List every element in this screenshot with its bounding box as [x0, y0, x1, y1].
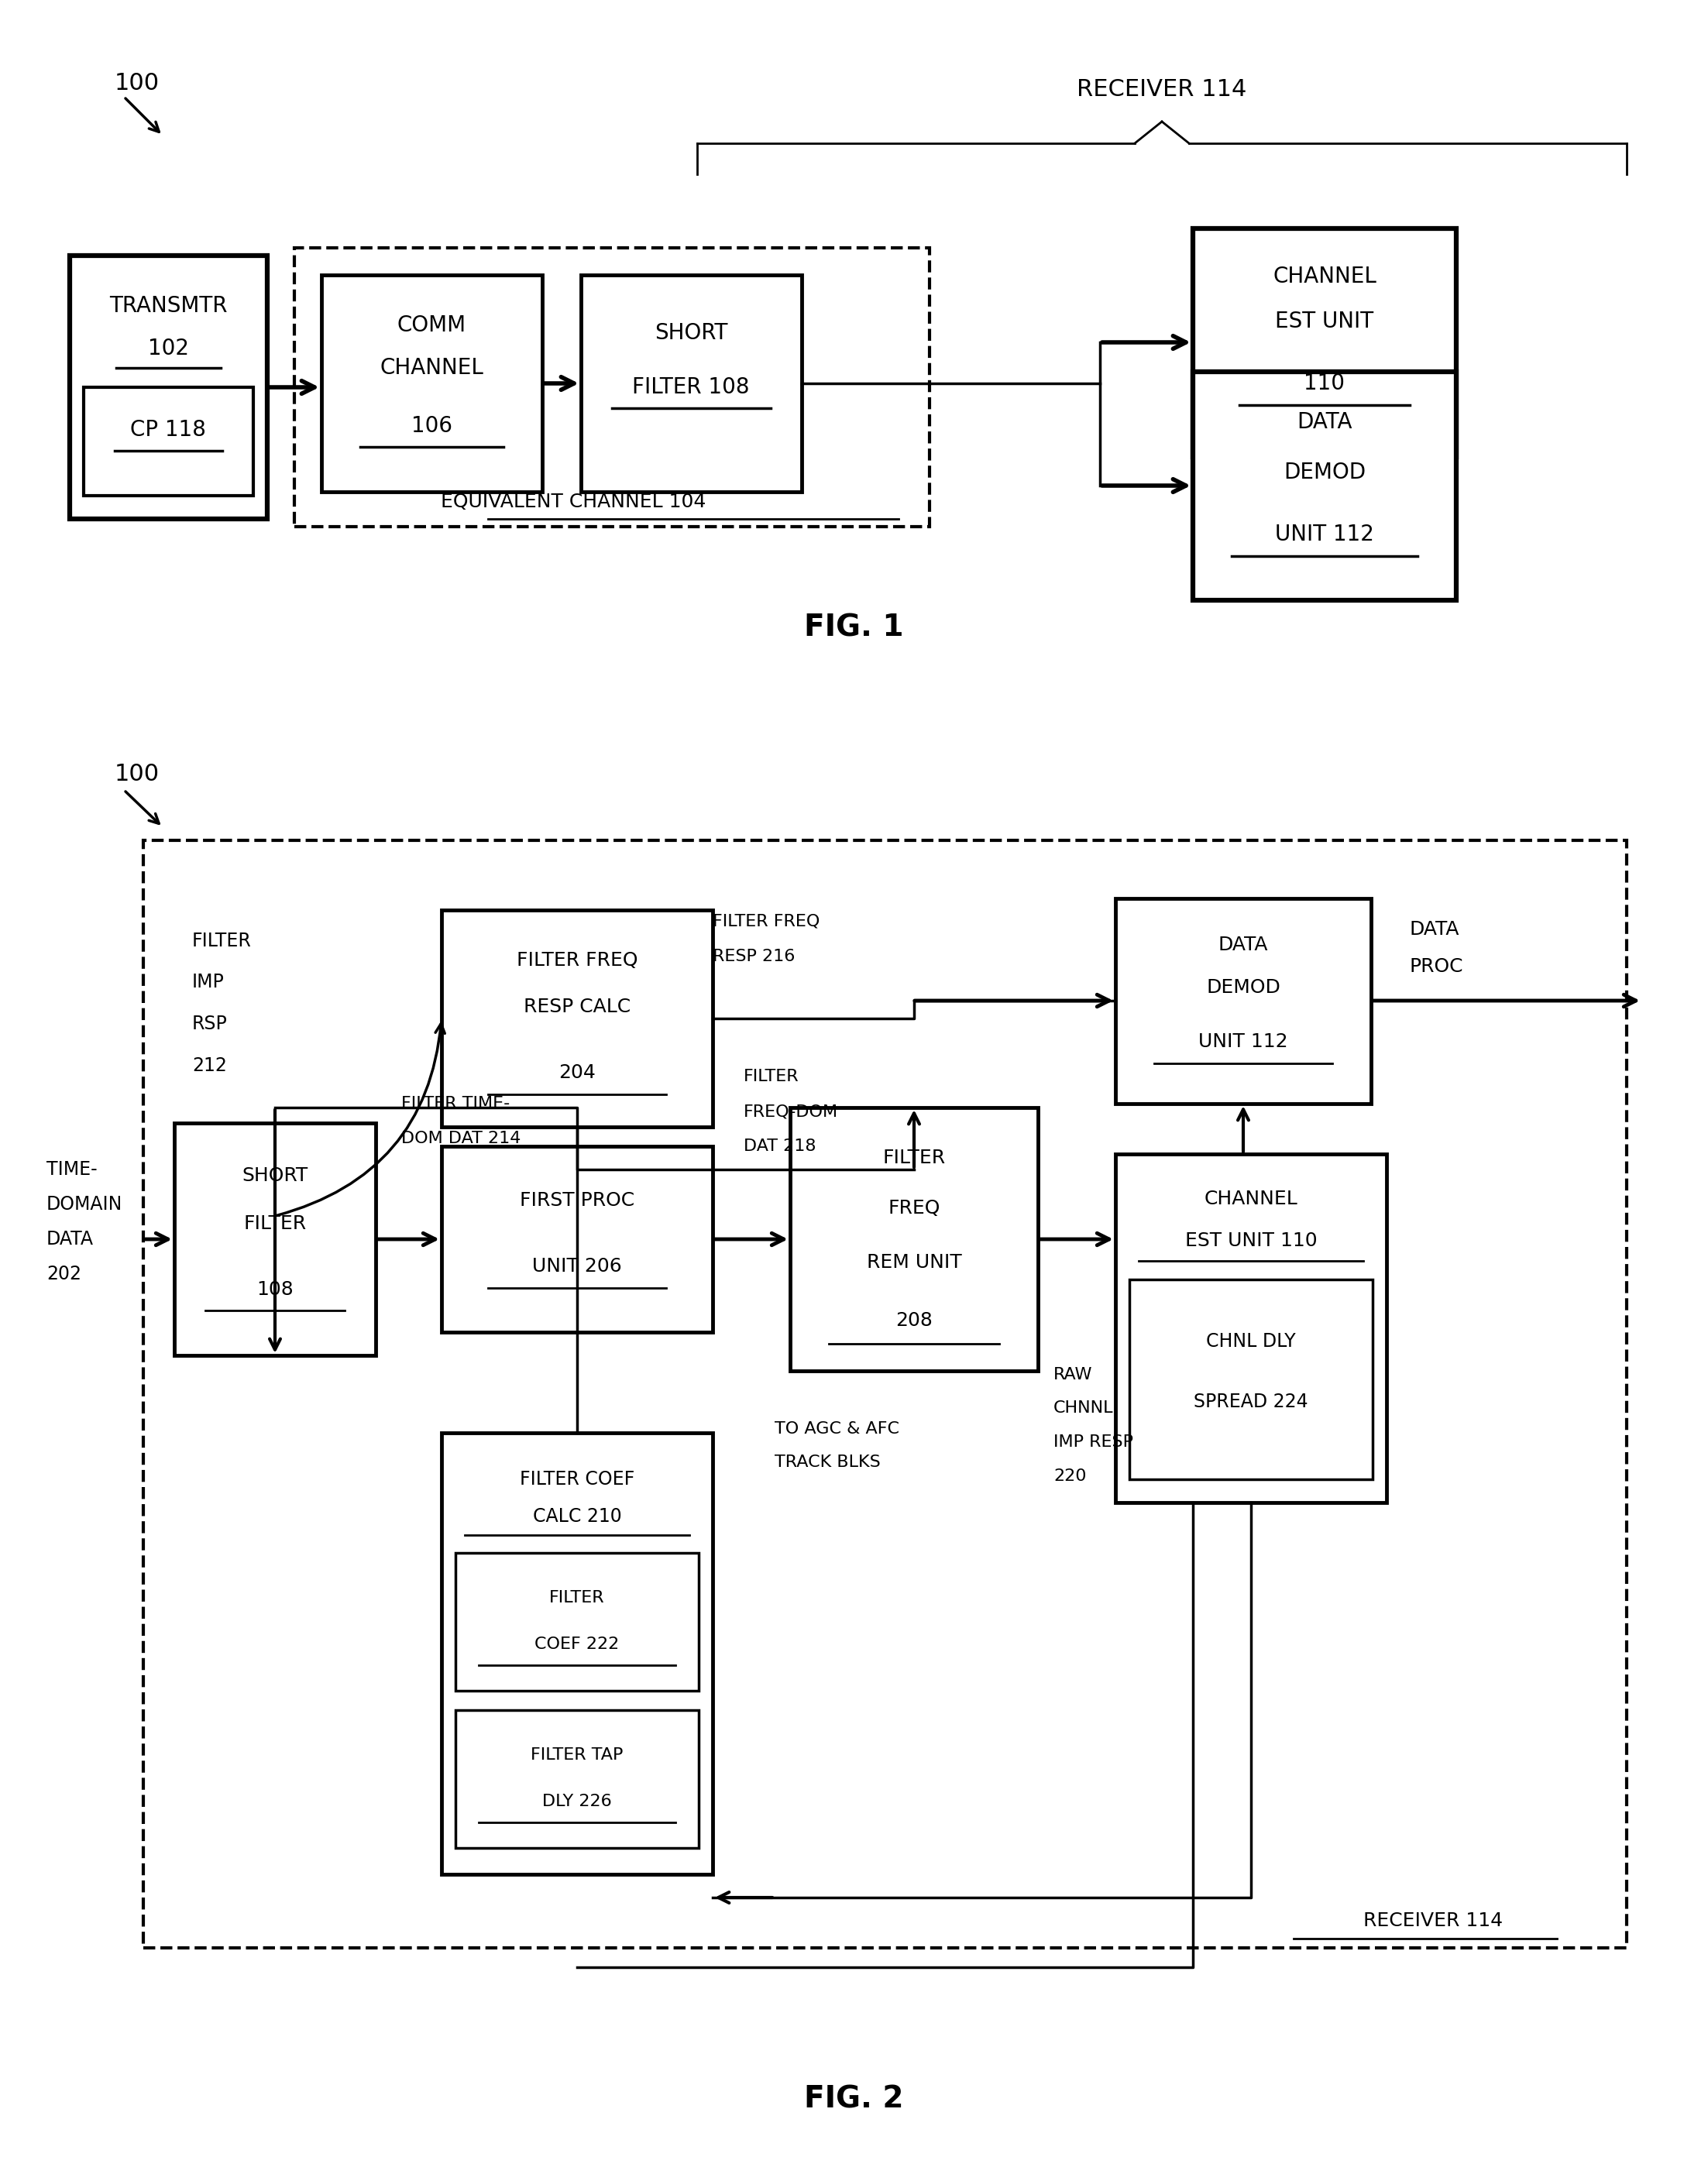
Bar — [442, 909, 712, 1128]
Bar — [1115, 1154, 1387, 1503]
Text: RAW: RAW — [1054, 1367, 1093, 1383]
Text: CP 118: CP 118 — [130, 419, 207, 441]
Text: 208: 208 — [895, 1311, 933, 1330]
Bar — [442, 1433, 712, 1873]
Text: RECEIVER 114: RECEIVER 114 — [1078, 79, 1247, 100]
Text: TIME-: TIME- — [46, 1160, 97, 1178]
Bar — [84, 388, 253, 495]
Text: RECEIVER 114: RECEIVER 114 — [1363, 1911, 1503, 1930]
Text: FILTER FREQ: FILTER FREQ — [712, 914, 820, 929]
Text: 110: 110 — [1303, 373, 1346, 395]
Text: DLY 226: DLY 226 — [543, 1793, 611, 1810]
Bar — [143, 840, 1626, 1948]
Text: SPREAD 224: SPREAD 224 — [1194, 1391, 1308, 1411]
Text: SHORT: SHORT — [243, 1167, 307, 1184]
Text: EST UNIT: EST UNIT — [1276, 310, 1373, 332]
Text: DAT 218: DAT 218 — [743, 1138, 816, 1154]
Text: CHNNL: CHNNL — [1054, 1400, 1114, 1415]
Text: DATA: DATA — [1218, 936, 1269, 955]
Bar — [1192, 371, 1457, 600]
Text: FILTER: FILTER — [743, 1069, 799, 1084]
Text: SHORT: SHORT — [654, 323, 728, 345]
Bar — [442, 1147, 712, 1333]
Text: FREQ: FREQ — [888, 1200, 939, 1217]
Text: FIG. 2: FIG. 2 — [804, 2085, 904, 2113]
Text: 100: 100 — [114, 763, 159, 785]
Bar — [456, 1710, 699, 1847]
Text: UNIT 206: UNIT 206 — [533, 1256, 622, 1276]
Text: FILTER: FILTER — [244, 1215, 306, 1232]
Text: 100: 100 — [114, 72, 159, 96]
Text: FILTER TIME-: FILTER TIME- — [401, 1095, 511, 1112]
Text: RESP 216: RESP 216 — [712, 949, 794, 964]
Text: DATA: DATA — [46, 1230, 94, 1248]
Bar — [1129, 1280, 1373, 1479]
Text: FILTER TAP: FILTER TAP — [531, 1747, 623, 1762]
Text: 204: 204 — [559, 1064, 596, 1082]
Text: TO AGC & AFC: TO AGC & AFC — [775, 1422, 900, 1437]
Bar — [791, 1108, 1038, 1372]
Text: FILTER COEF: FILTER COEF — [519, 1470, 634, 1490]
Text: FILTER 108: FILTER 108 — [632, 377, 750, 399]
Text: COMM: COMM — [396, 314, 466, 336]
Bar — [294, 249, 929, 526]
Text: IMP RESP: IMP RESP — [1054, 1435, 1132, 1450]
Text: 202: 202 — [46, 1265, 82, 1282]
Bar — [1192, 229, 1457, 458]
Text: FILTER FREQ: FILTER FREQ — [516, 951, 637, 971]
Text: FIG. 1: FIG. 1 — [804, 613, 904, 641]
Text: 220: 220 — [1054, 1468, 1086, 1483]
Text: DATA: DATA — [1296, 412, 1353, 434]
Text: CHANNEL: CHANNEL — [1204, 1189, 1298, 1208]
Text: UNIT 112: UNIT 112 — [1199, 1032, 1288, 1051]
Text: IMP: IMP — [191, 973, 224, 992]
Text: 102: 102 — [147, 338, 188, 360]
Text: FIRST PROC: FIRST PROC — [519, 1191, 634, 1210]
Text: FREQ-DOM: FREQ-DOM — [743, 1104, 839, 1119]
Text: RESP CALC: RESP CALC — [524, 997, 630, 1016]
Text: DEMOD: DEMOD — [1283, 462, 1366, 484]
Text: TRANSMTR: TRANSMTR — [109, 294, 227, 316]
Text: EST UNIT 110: EST UNIT 110 — [1185, 1232, 1317, 1250]
Text: UNIT 112: UNIT 112 — [1276, 523, 1375, 545]
Text: EQUIVALENT CHANNEL 104: EQUIVALENT CHANNEL 104 — [441, 493, 705, 510]
Text: CHNL DLY: CHNL DLY — [1206, 1333, 1296, 1350]
Text: FILTER: FILTER — [883, 1149, 946, 1167]
Text: PROC: PROC — [1409, 957, 1464, 975]
Text: REM UNIT: REM UNIT — [866, 1254, 962, 1272]
Text: 212: 212 — [191, 1056, 227, 1075]
Text: 108: 108 — [256, 1280, 294, 1300]
Text: DOM DAT 214: DOM DAT 214 — [401, 1130, 521, 1147]
Bar — [581, 275, 801, 491]
Bar — [321, 275, 541, 491]
Text: RSP: RSP — [191, 1014, 227, 1034]
Text: DATA: DATA — [1409, 920, 1460, 938]
Text: DOMAIN: DOMAIN — [46, 1195, 123, 1213]
Text: DEMOD: DEMOD — [1206, 979, 1281, 997]
Text: FILTER: FILTER — [191, 931, 251, 951]
Bar — [174, 1123, 376, 1354]
Bar — [70, 255, 266, 519]
Text: CALC 210: CALC 210 — [533, 1507, 622, 1527]
Text: FILTER: FILTER — [550, 1590, 605, 1605]
Text: COEF 222: COEF 222 — [535, 1636, 620, 1651]
Text: TRACK BLKS: TRACK BLKS — [775, 1455, 881, 1470]
Text: CHANNEL: CHANNEL — [1272, 266, 1377, 288]
Bar — [456, 1553, 699, 1690]
Text: CHANNEL: CHANNEL — [379, 358, 483, 379]
Bar — [1115, 899, 1372, 1104]
Text: 106: 106 — [412, 414, 453, 436]
